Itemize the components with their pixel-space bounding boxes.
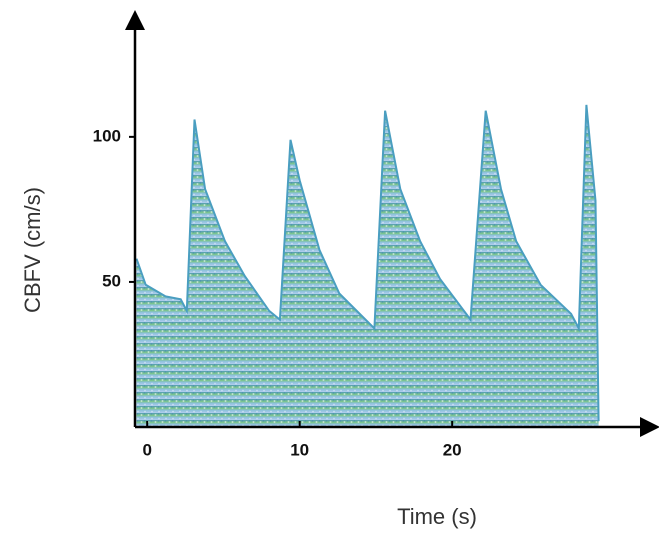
envelope-line	[135, 104, 600, 422]
x-tick-label: 20	[443, 440, 462, 459]
y-tick-label: 100	[93, 126, 121, 145]
x-tick-label: 10	[290, 440, 309, 459]
x-axis-label: Time (s)	[397, 504, 477, 529]
y-tick-label: 50	[102, 271, 121, 290]
spectral-area	[136, 104, 599, 428]
y-axis-label: CBFV (cm/s)	[20, 187, 45, 313]
plot-area	[135, 104, 600, 428]
x-tick-label: 0	[142, 440, 151, 459]
